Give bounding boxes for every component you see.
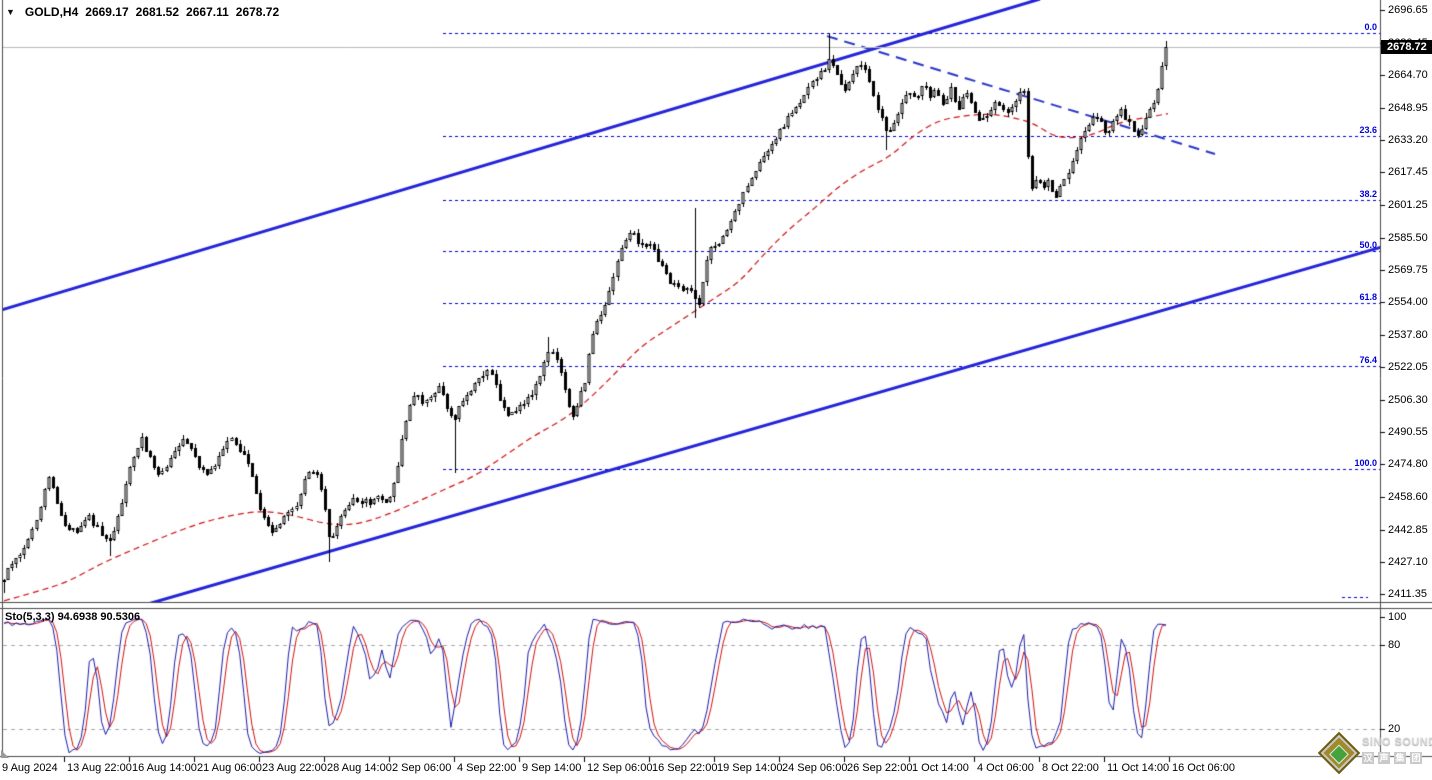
price-axis-label: 2585.50 (1388, 232, 1428, 244)
fib-level-label: 23.6 (1359, 125, 1377, 135)
time-axis-label: 16 Oct 06:00 (1172, 762, 1235, 774)
price-axis-label: 2633.20 (1388, 134, 1428, 146)
time-axis-label: 16 Sep 22:00 (652, 762, 718, 774)
price-axis-label: 2617.45 (1388, 166, 1428, 178)
watermark: SiNO SOUND 汉声集团 (1317, 731, 1432, 780)
ohlc-low: 2667.11 (186, 5, 229, 19)
time-axis-label: 24 Sep 06:00 (782, 762, 848, 774)
price-axis-label: 2427.10 (1388, 556, 1428, 568)
fib-level-label: 76.4 (1359, 355, 1377, 365)
time-axis-label: 21 Aug 06:00 (197, 762, 262, 774)
time-axis-label: 2 Sep 06:00 (392, 762, 452, 774)
stoch-scale-label: 20 (1388, 723, 1401, 735)
price-axis-label: 2458.60 (1388, 491, 1428, 503)
fib-level-label: 100.0 (1354, 458, 1377, 468)
time-axis-label: 16 Aug 14:00 (132, 762, 197, 774)
watermark-logo-icon (1317, 731, 1361, 775)
time-axis-label: 26 Sep 22:00 (847, 762, 913, 774)
time-axis-label: 11 Oct 14:00 (1107, 762, 1170, 774)
watermark-subtitle-char: 团 (1410, 752, 1422, 764)
price-axis-label: 2648.95 (1388, 102, 1428, 114)
watermark-subtitle-char: 集 (1394, 752, 1406, 764)
fib-level-label: 50.0 (1359, 240, 1377, 250)
stoch-scale-label: 100 (1388, 611, 1407, 623)
price-axis-label: 2569.75 (1388, 264, 1428, 276)
time-axis-label: 4 Sep 22:00 (457, 762, 517, 774)
fib-level-label: 38.2 (1359, 189, 1377, 199)
price-axis-label: 2664.70 (1388, 69, 1428, 81)
time-axis-label: 8 Oct 22:00 (1042, 762, 1099, 774)
ohlc-close: 2678.72 (235, 5, 280, 19)
price-axis-label: 2506.30 (1388, 394, 1428, 406)
watermark-subtitle-char: 声 (1378, 752, 1390, 764)
watermark-subtitle: 汉声集团 (1362, 752, 1422, 764)
fib-level-label: 0.0 (1364, 22, 1377, 32)
price-axis-label: 2554.00 (1388, 296, 1428, 308)
symbol-label: GOLD,H4 (24, 5, 79, 19)
time-axis-label: 13 Aug 22:00 (67, 762, 132, 774)
time-axis-label: 23 Aug 22:00 (262, 762, 327, 774)
current-price-box: 2678.72 (1381, 40, 1432, 54)
watermark-subtitle-char: 汉 (1362, 752, 1374, 764)
time-axis-label: 12 Sep 06:00 (587, 762, 653, 774)
price-axis-label: 2411.35 (1388, 588, 1427, 600)
stoch-scale-label: 80 (1388, 639, 1401, 651)
fib-level-label: 61.8 (1359, 292, 1377, 302)
price-axis-label: 2490.55 (1388, 426, 1428, 438)
symbol-title: ▼ GOLD,H4 2669.17 2681.52 2667.11 2678.7… (6, 5, 279, 19)
price-axis-label: 2474.80 (1388, 458, 1428, 470)
stochastic-indicator-label: Sto(5,3,3) 94.6938 90.5306 (5, 611, 141, 623)
time-axis-label: 4 Oct 06:00 (977, 762, 1034, 774)
watermark-title: SiNO SOUND (1362, 736, 1432, 748)
price-axis-label: 2442.85 (1388, 524, 1428, 536)
time-axis-label: 19 Sep 14:00 (717, 762, 783, 774)
time-axis-label: 9 Aug 2024 (2, 762, 58, 774)
chevron-down-icon[interactable]: ▼ (6, 7, 15, 17)
time-axis-label: 9 Sep 14:00 (522, 762, 582, 774)
ohlc-high: 2681.52 (135, 5, 180, 19)
time-axis-label: 1 Oct 14:00 (912, 762, 969, 774)
price-axis-label: 2537.80 (1388, 329, 1428, 341)
scroll-indicator-icon[interactable] (1, 750, 9, 758)
price-axis-label: 2601.25 (1388, 199, 1428, 211)
price-axis-label: 2696.65 (1388, 4, 1428, 16)
time-axis-label: 28 Aug 14:00 (327, 762, 392, 774)
ohlc-open: 2669.17 (85, 5, 129, 19)
price-axis-label: 2522.05 (1388, 361, 1428, 373)
